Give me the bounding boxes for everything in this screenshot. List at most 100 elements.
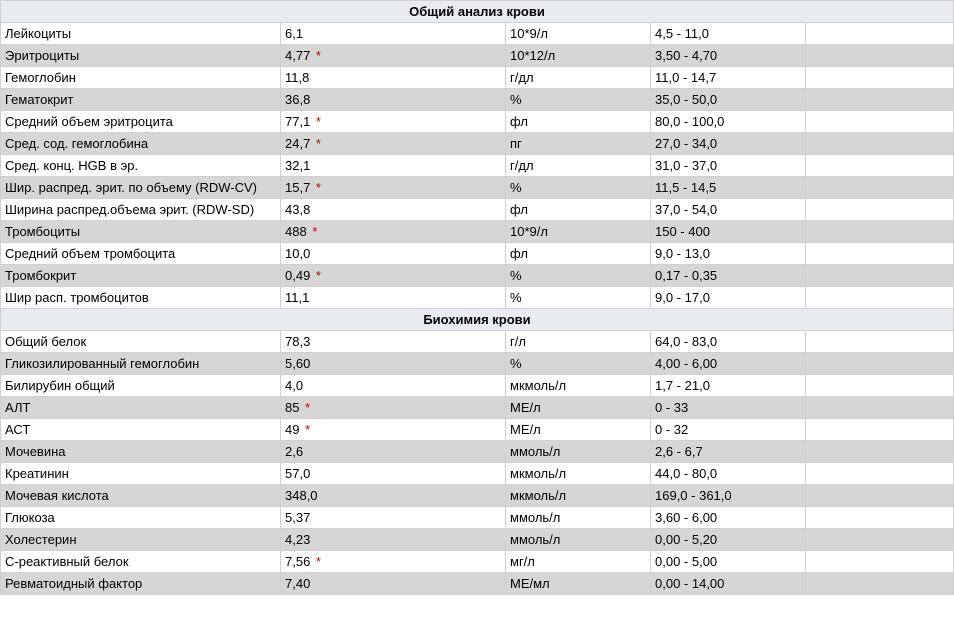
parameter-name: Шир. распред. эрит. по объему (RDW-CV) [1,177,281,199]
parameter-value: 11,1 [281,287,506,309]
empty-cell [806,177,954,199]
parameter-range: 0 - 32 [651,419,806,441]
section-header: Биохимия крови [1,309,954,331]
parameter-unit: фл [506,243,651,265]
parameter-unit: % [506,353,651,375]
parameter-unit: ммоль/л [506,441,651,463]
parameter-value: 0,49 * [281,265,506,287]
parameter-range: 3,60 - 6,00 [651,507,806,529]
parameter-value: 11,8 [281,67,506,89]
parameter-unit: % [506,89,651,111]
parameter-name: Билирубин общий [1,375,281,397]
empty-cell [806,573,954,595]
parameter-value: 348,0 [281,485,506,507]
empty-cell [806,397,954,419]
empty-cell [806,265,954,287]
table-row: Глюкоза5,37ммоль/л3,60 - 6,00 [1,507,954,529]
parameter-name: Гликозилированный гемоглобин [1,353,281,375]
parameter-range: 80,0 - 100,0 [651,111,806,133]
parameter-value: 5,37 [281,507,506,529]
parameter-name: Тромбокрит [1,265,281,287]
parameter-unit: % [506,265,651,287]
parameter-name: Сред. конц. HGB в эр. [1,155,281,177]
parameter-value: 7,56 * [281,551,506,573]
empty-cell [806,463,954,485]
table-row: Шир расп. тромбоцитов11,1%9,0 - 17,0 [1,287,954,309]
parameter-unit: МЕ/л [506,419,651,441]
parameter-range: 31,0 - 37,0 [651,155,806,177]
empty-cell [806,133,954,155]
parameter-range: 169,0 - 361,0 [651,485,806,507]
table-row: Тромбокрит0,49 *%0,17 - 0,35 [1,265,954,287]
parameter-value: 4,0 [281,375,506,397]
parameter-name: Мочевина [1,441,281,463]
parameter-range: 9,0 - 13,0 [651,243,806,265]
parameter-range: 44,0 - 80,0 [651,463,806,485]
empty-cell [806,331,954,353]
parameter-name: Холестерин [1,529,281,551]
parameter-unit: мг/л [506,551,651,573]
parameter-unit: 10*9/л [506,23,651,45]
parameter-name: Средний объем эритроцита [1,111,281,133]
parameter-unit: фл [506,111,651,133]
parameter-unit: г/дл [506,67,651,89]
parameter-name: Креатинин [1,463,281,485]
parameter-value: 4,77 * [281,45,506,67]
parameter-value: 78,3 [281,331,506,353]
parameter-range: 0 - 33 [651,397,806,419]
parameter-value: 36,8 [281,89,506,111]
table-row: Гематокрит36,8%35,0 - 50,0 [1,89,954,111]
parameter-range: 64,0 - 83,0 [651,331,806,353]
table-row: Мочевина2,6ммоль/л2,6 - 6,7 [1,441,954,463]
parameter-value: 49 * [281,419,506,441]
lab-results-table: Общий анализ кровиЛейкоциты6,110*9/л4,5 … [0,0,954,595]
parameter-range: 0,00 - 14,00 [651,573,806,595]
empty-cell [806,199,954,221]
empty-cell [806,507,954,529]
parameter-unit: МЕ/л [506,397,651,419]
parameter-value: 85 * [281,397,506,419]
parameter-value: 4,23 [281,529,506,551]
parameter-name: Средний объем тромбоцита [1,243,281,265]
parameter-unit: мкмоль/л [506,485,651,507]
parameter-name: Гематокрит [1,89,281,111]
table-row: Тромбоциты488 *10*9/л150 - 400 [1,221,954,243]
empty-cell [806,287,954,309]
parameter-range: 4,5 - 11,0 [651,23,806,45]
table-row: АЛТ85 *МЕ/л0 - 33 [1,397,954,419]
empty-cell [806,23,954,45]
empty-cell [806,221,954,243]
parameter-name: АСТ [1,419,281,441]
parameter-range: 2,6 - 6,7 [651,441,806,463]
parameter-unit: МЕ/мл [506,573,651,595]
table-row: Средний объем тромбоцита10,0фл9,0 - 13,0 [1,243,954,265]
parameter-unit: 10*12/л [506,45,651,67]
parameter-value: 43,8 [281,199,506,221]
abnormal-flag: * [301,422,310,437]
empty-cell [806,243,954,265]
abnormal-flag: * [312,136,321,151]
parameter-unit: 10*9/л [506,221,651,243]
parameter-value: 15,7 * [281,177,506,199]
parameter-value: 24,7 * [281,133,506,155]
parameter-value: 7,40 [281,573,506,595]
parameter-unit: % [506,287,651,309]
table-row: АСТ49 *МЕ/л0 - 32 [1,419,954,441]
abnormal-flag: * [309,224,318,239]
parameter-range: 1,7 - 21,0 [651,375,806,397]
empty-cell [806,111,954,133]
parameter-range: 0,00 - 5,20 [651,529,806,551]
parameter-name: Сред. сод. гемоглобина [1,133,281,155]
parameter-range: 27,0 - 34,0 [651,133,806,155]
parameter-range: 4,00 - 6,00 [651,353,806,375]
parameter-unit: пг [506,133,651,155]
parameter-name: С-реактивный белок [1,551,281,573]
parameter-value: 10,0 [281,243,506,265]
empty-cell [806,45,954,67]
section-header: Общий анализ крови [1,1,954,23]
parameter-unit: мкмоль/л [506,375,651,397]
table-row: Средний объем эритроцита77,1 *фл80,0 - 1… [1,111,954,133]
table-row: Общий белок78,3г/л64,0 - 83,0 [1,331,954,353]
empty-cell [806,441,954,463]
empty-cell [806,419,954,441]
